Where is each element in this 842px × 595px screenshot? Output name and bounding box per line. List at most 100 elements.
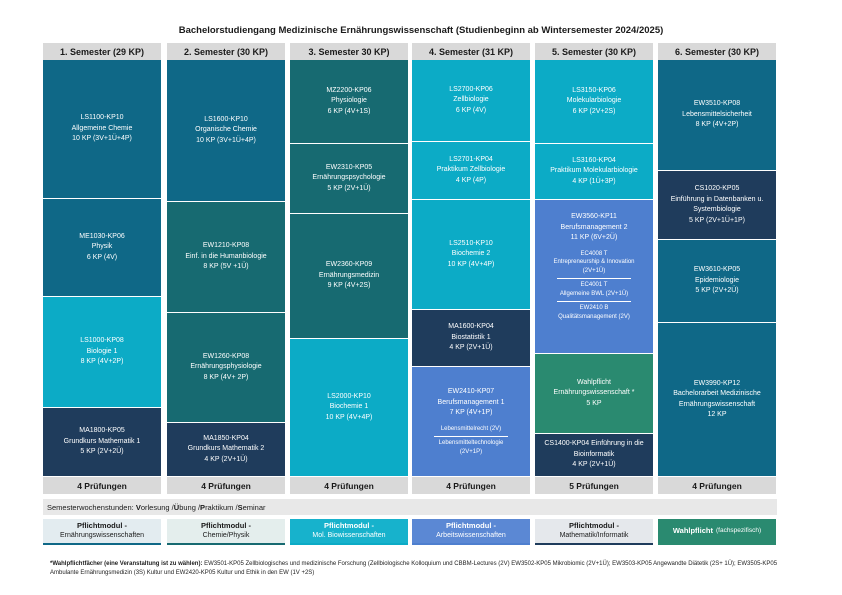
module-credits: 5 KP [586,399,602,407]
semester-header-5: 5. Semester (30 KP) [535,43,653,60]
module-code: EW2360-KP09 [325,261,373,269]
exam-count-5: 5 Prüfungen [535,477,653,494]
module-ma1800[interactable]: MA1800-KP05 Grundkurs Mathematik 1 5 KP … [43,408,161,477]
exam-count-1: 4 Prüfungen [43,477,161,494]
module-credits: 8 KP (5V +1Ü) [203,263,249,271]
module-title: Praktikum Zellbiologie [436,166,506,174]
page-title: Bachelorstudiengang Medizinische Ernähru… [178,25,664,36]
divider [557,301,631,302]
module-credits: 4 KP (1Ü+3P) [572,177,616,185]
semester-header-4: 4. Semester (31 KP) [412,43,530,60]
module-ls2701[interactable]: LS2701-KP04 Praktikum Zellbiologie 4 KP … [412,142,530,200]
module-title: Physik [91,243,113,251]
module-title: Molekularbiologie [566,97,622,105]
module-ls2700[interactable]: LS2700-KP06 Zellbiologie 6 KP (4V) [412,60,530,142]
module-code: LS3160-KP04 [572,156,616,164]
submodule-label: Lebensmitteltechnologie [438,440,504,446]
module-code: ME1030-KP06 [79,232,125,240]
module-ew2360[interactable]: EW2360-KP09 Ernährungsmedizin 9 KP (4V+2… [290,214,408,339]
module-me1030[interactable]: ME1030-KP06 Physik 6 KP (4V) [43,199,161,297]
module-title: Ernährungswissenschaft * [553,389,635,397]
semester-header-1: 1. Semester (29 KP) [43,43,161,60]
submodule-code: EC4008 T [580,250,608,257]
module-ew3610[interactable]: EW3610-KP05 Epidemiologie 5 KP (2V+2Ü) [658,240,776,323]
module-code: EW2310-KP05 [325,163,373,171]
module-title: Ernährungsphysiologie [190,363,262,371]
module-credits: 4 KP (2V+1Ü) [204,455,248,463]
semester-header-3: 3. Semester 30 KP) [290,43,408,60]
module-credits: 9 KP (4V+2S) [327,282,371,290]
module-cs1400[interactable]: CS1400-KP04 Einführung in die Bioinforma… [535,434,653,477]
submodule-credits: (2V+1P) [459,448,483,455]
exam-count-4: 4 Prüfungen [412,477,530,494]
module-title: Einführung in Datenbanken u. [670,195,764,203]
module-code: LS2510-KP10 [449,239,493,247]
exam-count-6: 4 Prüfungen [658,477,776,494]
legend-arbeitswissenschaften: Pflichtmodul - Arbeitswissenschaften [412,519,530,545]
module-ls1000[interactable]: LS1000-KP08 Biologie 1 8 KP (4V+2P) [43,297,161,408]
module-ls3150[interactable]: LS3150-KP06 Molekularbiologie 6 KP (2V+2… [535,60,653,144]
module-title: Berufsmanagement 1 [437,398,505,406]
module-ls3160[interactable]: LS3160-KP04 Praktikum Molekularbiologie … [535,144,653,200]
module-title: Allgemeine Chemie [71,124,133,132]
module-title: Epidemiologie [695,276,739,284]
module-code: Wahlpflicht [577,378,611,386]
module-credits: 10 KP (3V+1Ü+4P) [72,135,132,143]
module-ma1600[interactable]: MA1600-KP04 Biostatistik 1 4 KP (2V+1Ü) [412,310,530,367]
submodule-code: EW2410 B [579,305,609,311]
exam-count-2: 4 Prüfungen [167,477,285,494]
module-ew3990[interactable]: EW3990-KP12 Bachelorarbeit Medizinische … [658,323,776,477]
module-ew3560[interactable]: EW3560-KP11 Berufsmanagement 2 11 KP (6V… [535,200,653,354]
submodule-label: Qualitätsmanagement (2V) [558,313,630,320]
module-credits: 5 KP (2V+1Ü) [327,184,371,192]
module-ls2510[interactable]: LS2510-KP10 Biochemie 2 10 KP (4V+4P) [412,200,530,310]
module-title: Bioinformatik [573,450,615,458]
submodule-credits: (2V+1Ü) [582,267,606,274]
module-ew3510[interactable]: EW3510-KP08 Lebensmittelsicherheit 8 KP … [658,60,776,171]
module-title: Biostatistik 1 [451,333,491,341]
module-code: LS3150-KP06 [572,86,616,94]
module-ew1210[interactable]: EW1210-KP08 Einf. in die Humanbiologie 8… [167,202,285,313]
module-credits: 8 KP (4V+2P) [695,121,739,129]
module-cs1020[interactable]: CS1020-KP05 Einführung in Datenbanken u.… [658,171,776,240]
module-code: EW2410-KP07 [447,388,495,395]
legend-mol-biowissenschaften: Pflichtmodul - Mol. Biowissenschaften [290,519,408,545]
divider [557,278,631,279]
module-credits: 6 KP (4V) [455,106,487,114]
module-title: Praktikum Molekularbiologie [550,167,638,175]
module-credits: 11 KP (6V+2Ü) [570,234,618,241]
module-title: Physiologie [331,97,367,105]
module-code: EW3990-KP12 [693,379,741,387]
semester-header-6: 6. Semester (30 KP) [658,43,776,60]
module-title: Einf. in die Humanbiologie [185,252,267,260]
module-ew2410[interactable]: EW2410-KP07 Berufsmanagement 1 7 KP (4V+… [412,367,530,477]
module-mz2200[interactable]: MZ2200-KP06 Physiologie 6 KP (4V+1S) [290,60,408,144]
module-code: MA1850-KP04 [203,434,249,442]
module-code: LS1600-KP10 [204,115,248,123]
module-ew2310[interactable]: EW2310-KP05 Ernährungspsychologie 5 KP (… [290,144,408,214]
module-credits: 10 KP (4V+4P) [325,413,373,421]
module-code: LS1100-KP10 [80,114,124,122]
module-title: Zellbiologie [453,96,489,104]
legend-wahlpflicht: Wahlpflicht (fachspezifisch) [658,519,776,545]
module-title: Grundkurs Mathematik 1 [63,437,141,445]
module-ew1260[interactable]: EW1260-KP08 Ernährungsphysiologie 8 KP (… [167,313,285,423]
module-title: Bachelorarbeit Medizinische [673,390,761,397]
module-title: Berufsmanagement 2 [560,223,628,231]
divider [434,436,508,437]
module-credits: 5 KP (2V+1Ü+1P) [689,216,745,224]
module-code: MZ2200-KP06 [326,86,372,94]
module-wahlpflicht[interactable]: Wahlpflicht Ernährungswissenschaft * 5 K… [535,354,653,434]
submodule-code: EC4001 T [580,282,608,288]
module-ls1100[interactable]: LS1100-KP10 Allgemeine Chemie 10 KP (3V+… [43,60,161,199]
module-credits: 12 KP [707,411,727,418]
submodule-label: Allgemeine BWL (2V+1Ü) [559,290,629,297]
module-ls2000[interactable]: LS2000-KP10 Biochemie 1 10 KP (4V+4P) [290,339,408,477]
module-ma1850[interactable]: MA1850-KP04 Grundkurs Mathematik 2 4 KP … [167,423,285,477]
module-code: CS1020-KP05 [694,185,740,192]
module-credits: 10 KP (4V+4P) [447,260,495,268]
module-title: Lebensmittelsicherheit [682,110,752,118]
module-ls1600[interactable]: LS1600-KP10 Organische Chemie 10 KP (3V+… [167,60,285,202]
legend-ernaehrungswissenschaften: Pflichtmodul - Ernährungswissenschaften [43,519,161,545]
module-code: EW3510-KP08 [693,100,741,108]
